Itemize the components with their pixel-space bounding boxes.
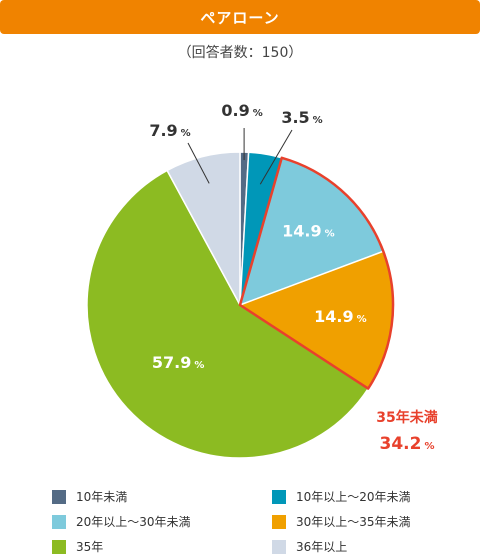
legend-label: 20年以上～30年未満	[76, 515, 191, 529]
pie-chart: 0.9% 3.5 % 14.9 % 14.9 % 57.9 % 7.9 % 35年未満 34.2%	[86, 101, 438, 459]
leader-line-2	[259, 129, 293, 185]
legend-label: 10年以上～20年未満	[296, 490, 411, 504]
slice-6	[166, 151, 241, 306]
chart-title-bar: ペアローン	[0, 0, 480, 34]
legend-swatch	[272, 489, 286, 504]
legend-item-6: 36年以上	[272, 538, 347, 555]
respondent-count: （回答者数：150）	[177, 45, 303, 61]
slice-5	[86, 169, 370, 459]
slice-label-6: 7.9%	[149, 121, 190, 140]
slice-label-5: 57.9%	[152, 353, 205, 372]
highlight-value: 34.2%	[380, 434, 435, 454]
legend-label: 36年以上	[296, 540, 348, 554]
legend-label: 30年以上～35年未満	[296, 515, 411, 529]
legend-item-2: 10年以上～20年未満	[272, 488, 411, 505]
slice-label-1: 0.9%	[221, 101, 262, 120]
legend-item-3: 20年以上～30年未満	[52, 513, 191, 530]
legend-item-4: 30年以上～35年未満	[272, 513, 411, 530]
legend-swatch	[272, 539, 286, 554]
highlight-outline	[238, 156, 395, 390]
leader-line-6	[187, 142, 210, 184]
chart-title: ペアローン	[200, 8, 280, 27]
legend-item-5: 35年	[52, 538, 103, 555]
legend: 10年未満 10年以上～20年未満 20年以上～30年未満 30年以上～35年未満 35…	[0, 480, 480, 559]
slice-label-4: 14.9%	[314, 307, 367, 326]
legend-swatch	[52, 489, 66, 504]
highlight-label: 35年未満	[376, 409, 437, 426]
legend-swatch	[272, 514, 286, 529]
legend-label: 35年	[76, 540, 104, 554]
legend-swatch	[52, 514, 66, 529]
legend-label: 10年未満	[76, 490, 128, 504]
legend-item-1: 10年未満	[52, 488, 127, 505]
slice-label-2: 3.5%	[281, 108, 322, 127]
legend-swatch	[52, 539, 66, 554]
slice-label-3: 14.9%	[282, 222, 335, 241]
